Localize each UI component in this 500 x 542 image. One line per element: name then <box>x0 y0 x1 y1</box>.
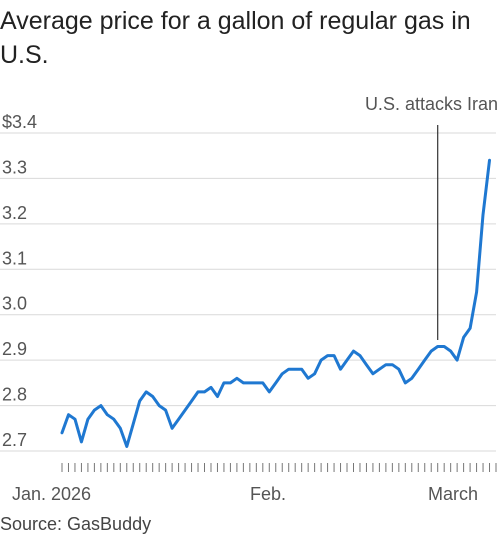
y-tick-label: 3.2 <box>2 203 27 223</box>
source-note: Source: GasBuddy <box>0 514 152 534</box>
y-tick-label: 3.1 <box>2 248 27 268</box>
x-axis-ticks: Jan. 2026 Feb. March <box>12 463 497 504</box>
annotation-label: U.S. attacks Iran <box>365 94 498 114</box>
y-tick-label: 3.3 <box>2 157 27 177</box>
y-tick-label: $3.4 <box>2 112 37 132</box>
x-tick-label: March <box>428 484 478 504</box>
y-tick-label: 3.0 <box>2 294 27 314</box>
chart-title: Average price for a gallon of regular ga… <box>0 7 471 69</box>
annotation: U.S. attacks Iran <box>365 94 498 340</box>
y-tick-label: 2.7 <box>2 430 27 450</box>
y-tick-label: 2.8 <box>2 385 27 405</box>
line-chart: $3.4 3.3 3.2 3.1 3.0 2.9 2.8 2.7 Jan. 2026 Feb. M… <box>0 94 498 504</box>
series-line <box>60 158 491 448</box>
y-axis-ticks: $3.4 3.3 3.2 3.1 3.0 2.9 2.8 2.7 <box>2 112 37 450</box>
series-lines <box>60 158 491 448</box>
x-tick-label: Jan. 2026 <box>12 484 91 504</box>
gridlines <box>0 132 496 452</box>
x-tick-label: Feb. <box>250 484 286 504</box>
y-tick-label: 2.9 <box>2 339 27 359</box>
